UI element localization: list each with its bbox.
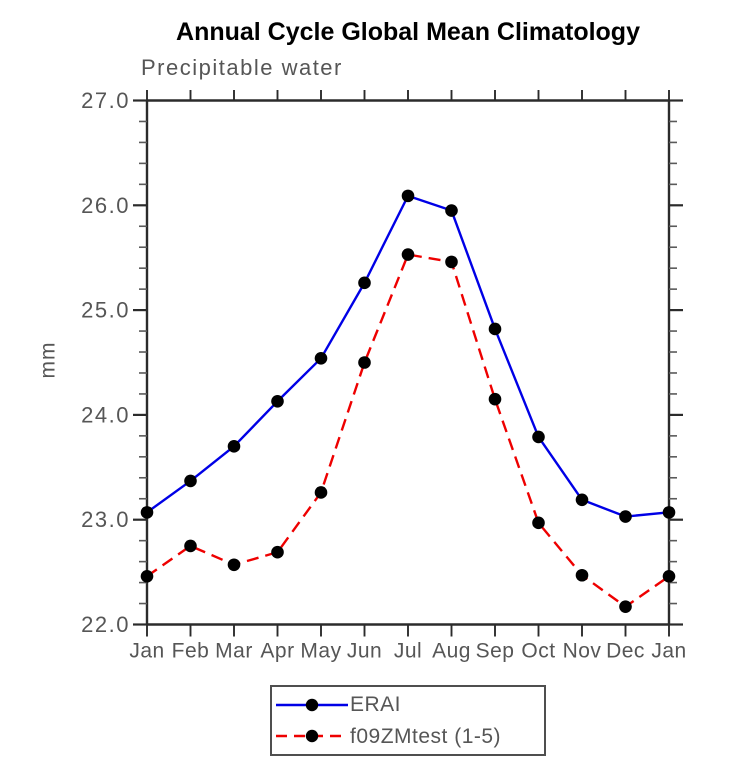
x-tick-label: Mar xyxy=(215,640,253,663)
x-tick-label: Jan xyxy=(129,640,164,663)
data-point-marker xyxy=(575,568,589,582)
data-point-marker xyxy=(314,486,328,499)
chart-subtitle: Precipitable water xyxy=(141,55,343,80)
data-point-marker xyxy=(662,569,676,583)
data-point-marker xyxy=(401,189,415,203)
y-tick-label: 25.0 xyxy=(81,298,130,323)
erai-line-sample-icon xyxy=(276,698,348,711)
legend: ERAI f09ZMtest (1-5) xyxy=(270,685,546,756)
data-point-marker xyxy=(227,440,241,453)
y-tick-label: 26.0 xyxy=(81,193,130,218)
data-point-marker xyxy=(358,276,371,290)
x-tick-label: Apr xyxy=(260,640,294,663)
x-tick-label: Oct xyxy=(521,640,555,663)
data-point-marker xyxy=(488,392,502,406)
data-point-marker xyxy=(140,569,154,583)
data-point-marker xyxy=(184,539,197,553)
data-point-marker xyxy=(358,356,371,369)
data-point-marker xyxy=(488,322,502,336)
x-tick-label: Sep xyxy=(476,640,515,663)
legend-label-erai: ERAI xyxy=(350,693,402,717)
x-tick-label: Dec xyxy=(606,640,645,663)
x-tick-label: Jan xyxy=(651,640,686,663)
data-point-marker xyxy=(445,204,458,217)
data-point-marker xyxy=(271,394,284,408)
data-point-marker xyxy=(575,493,589,507)
data-point-marker xyxy=(445,255,458,269)
data-point-marker xyxy=(532,516,545,530)
legend-item-erai: ERAI xyxy=(274,691,544,719)
data-point-marker xyxy=(532,430,545,444)
x-tick-label: Feb xyxy=(172,640,210,663)
data-point-marker xyxy=(140,506,154,519)
y-tick-label: 23.0 xyxy=(81,507,130,532)
legend-item-f09zmtest: f09ZMtest (1-5) xyxy=(274,722,544,750)
y-tick-label: 24.0 xyxy=(81,402,130,427)
series-line-1 xyxy=(146,253,670,608)
data-point-marker xyxy=(184,474,197,488)
x-tick-label: Jul xyxy=(394,640,422,663)
x-tick-label: Jun xyxy=(347,640,382,663)
chart-title: Annual Cycle Global Mean Climatology xyxy=(176,18,640,46)
f09zmtest-dashed-line-sample-icon xyxy=(276,730,348,743)
data-point-marker xyxy=(314,352,328,365)
legend-label-f09zmtest: f09ZMtest (1-5) xyxy=(350,724,502,748)
x-tick-label: Aug xyxy=(432,640,471,663)
data-point-marker xyxy=(662,506,676,519)
data-point-marker xyxy=(227,558,241,572)
x-tick-label: Nov xyxy=(563,640,602,663)
series-line-0 xyxy=(146,194,670,518)
x-tick-label: May xyxy=(300,640,341,663)
y-tick-label: 27.0 xyxy=(81,88,130,113)
y-tick-label: 22.0 xyxy=(81,612,130,637)
data-point-marker xyxy=(401,248,415,261)
data-point-marker xyxy=(619,510,632,523)
data-point-marker xyxy=(619,600,632,613)
data-point-marker xyxy=(271,545,284,559)
